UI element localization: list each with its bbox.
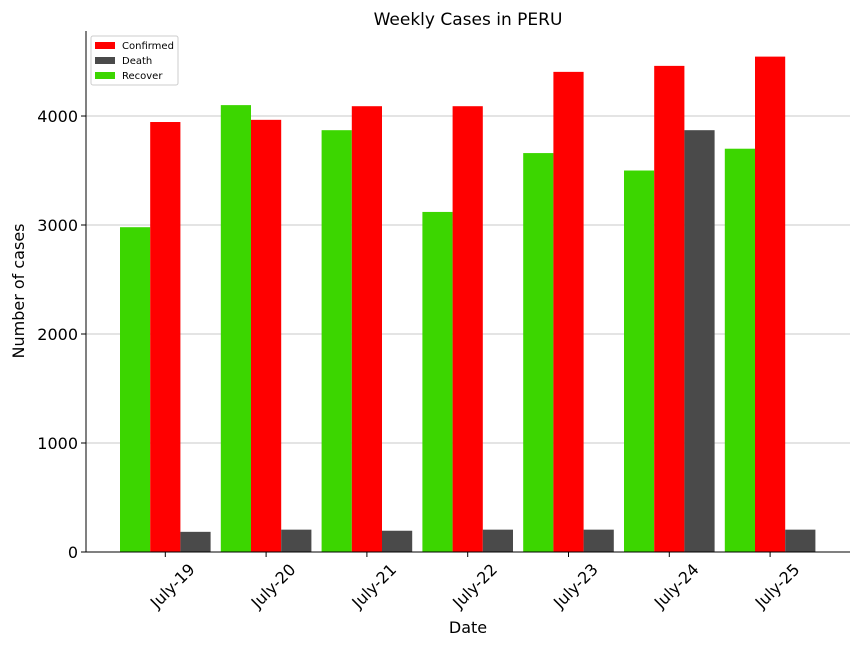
bar-confirmed-july-25 (755, 56, 786, 553)
bar-death-july-24 (684, 130, 715, 552)
bar-recover-july-23 (523, 153, 554, 552)
bar-death-july-20 (281, 529, 312, 552)
x-tick-label: July-22 (448, 560, 501, 613)
bars (120, 56, 816, 553)
y-tick-label: 1000 (37, 434, 78, 453)
bar-recover-july-24 (624, 170, 655, 552)
bar-recover-july-22 (422, 211, 453, 553)
bar-confirmed-july-21 (351, 106, 382, 552)
x-tick-label: July-25 (751, 560, 804, 613)
y-tick-label: 2000 (37, 325, 78, 344)
y-ticks: 0 1000 2000 3000 4000 (37, 107, 86, 562)
y-tick-label: 3000 (37, 216, 78, 235)
bar-death-july-19 (180, 531, 211, 552)
bar-death-july-22 (482, 529, 513, 552)
chart-title: Weekly Cases in PERU (374, 10, 563, 30)
bar-confirmed-july-20 (251, 119, 282, 552)
y-axis-label: Number of cases (9, 224, 28, 359)
legend-swatch-confirmed (95, 42, 115, 49)
bar-confirmed-july-23 (553, 71, 584, 553)
x-tick-label: July-23 (549, 560, 602, 613)
bar-recover-july-19 (120, 227, 151, 552)
x-tick-label: July-19 (146, 560, 199, 613)
bar-confirmed-july-24 (654, 65, 685, 552)
bar-confirmed-july-22 (452, 106, 483, 552)
legend: Confirmed Death Recover (90, 35, 179, 86)
legend-label-recover: Recover (122, 71, 163, 82)
bar-death-july-23 (583, 529, 614, 552)
bar-confirmed-july-19 (150, 122, 181, 552)
x-axis-label: Date (449, 618, 487, 637)
y-tick-label: 4000 (37, 107, 78, 126)
bar-recover-july-25 (724, 148, 755, 552)
legend-swatch-recover (95, 72, 115, 79)
x-tick-label: July-21 (347, 560, 400, 613)
bar-recover-july-21 (321, 130, 352, 552)
bar-death-july-21 (382, 530, 413, 552)
legend-label-death: Death (122, 56, 152, 67)
y-tick-label: 0 (68, 543, 78, 562)
x-tick-label: July-24 (650, 560, 703, 613)
x-tick-label: July-20 (247, 560, 300, 613)
bar-recover-july-20 (220, 105, 251, 552)
legend-label-confirmed: Confirmed (122, 41, 174, 52)
legend-swatch-death (95, 57, 115, 64)
bar-death-july-25 (785, 529, 816, 552)
x-ticks: July-19 July-20 July-21 July-22 July-23 July-… (146, 552, 804, 613)
